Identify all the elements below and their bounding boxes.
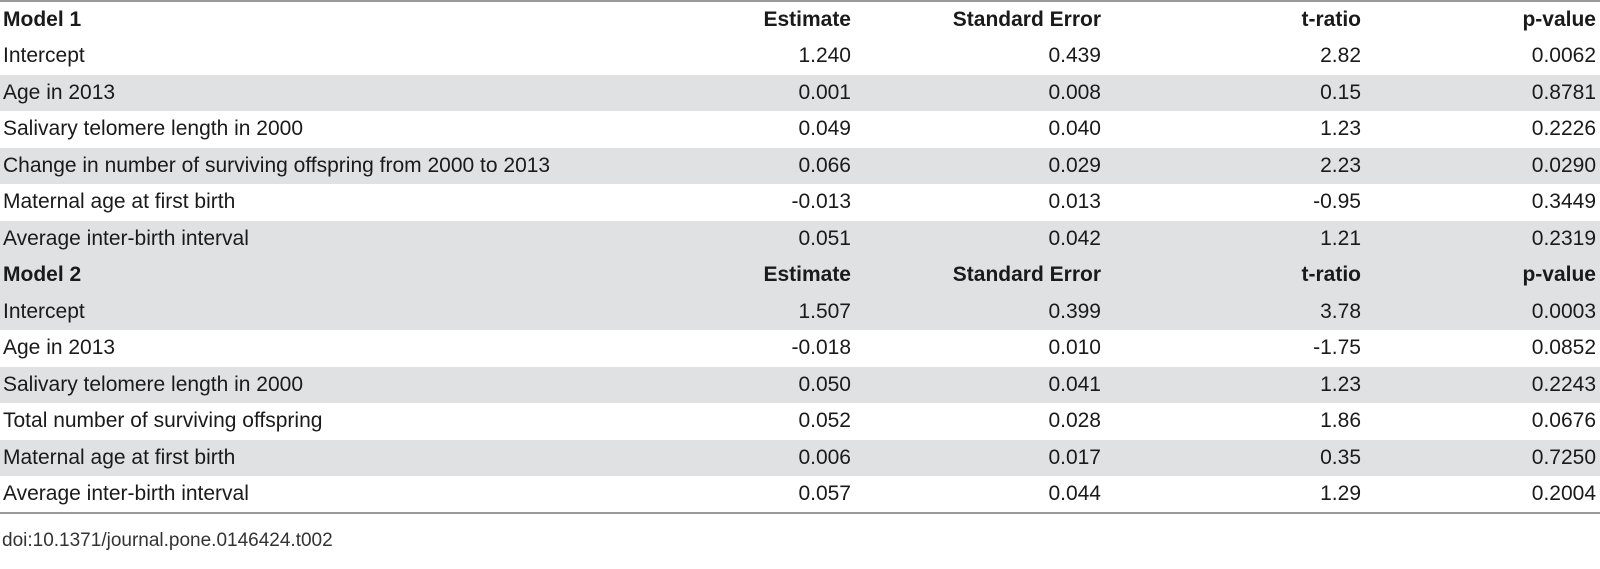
std-error-cell: 0.399 — [1048, 299, 1101, 323]
std-error-cell: 0.029 — [1048, 153, 1101, 177]
p-value-cell: 0.8781 — [1531, 80, 1596, 104]
estimate-cell: 0.050 — [798, 372, 851, 396]
std-error-cell: 0.439 — [1048, 44, 1101, 68]
table-row: Maternal age at first birth -0.013 0.013 -0… — [0, 184, 1600, 221]
regression-table-container: Model 1 Estimate Standard Error t-ratio p-va… — [0, 0, 1600, 514]
row-label: Age in 2013 — [3, 80, 116, 104]
t-ratio-cell: 1.21 — [1320, 226, 1361, 250]
row-label: Intercept — [3, 299, 85, 323]
header-p-value-cell: p-value — [1522, 8, 1596, 31]
t-ratio-cell: 1.23 — [1320, 117, 1361, 141]
header-estimate-cell: Estimate — [763, 263, 851, 287]
table-row: Age in 2013 -0.018 0.010 -1.75 0.0852 — [0, 330, 1600, 367]
estimate-cell: 0.051 — [798, 226, 851, 250]
p-value-cell: 0.2004 — [1531, 482, 1596, 505]
std-error-cell: 0.013 — [1048, 190, 1101, 214]
table-row: Salivary telomere length in 2000 0.049 0.0… — [0, 111, 1600, 148]
header-std-error-cell: Standard Error — [952, 263, 1101, 287]
p-value-cell: 0.0852 — [1531, 336, 1596, 360]
header-row-label: Model 1 — [3, 8, 82, 31]
t-ratio-cell: 1.86 — [1320, 409, 1361, 433]
table-row: Salivary telomere length in 2000 0.050 0.0… — [0, 366, 1600, 403]
row-label: Change in number of surviving offspring … — [3, 153, 551, 177]
t-ratio-cell: -1.75 — [1313, 336, 1361, 360]
table-row: Maternal age at first birth 0.006 0.017 0.3… — [0, 439, 1600, 476]
std-error-cell: 0.010 — [1048, 336, 1101, 360]
p-value-cell: 0.2226 — [1531, 117, 1596, 141]
t-ratio-cell: 1.29 — [1320, 482, 1361, 505]
std-error-cell: 0.041 — [1048, 372, 1101, 396]
t-ratio-cell: 0.15 — [1320, 80, 1361, 104]
t-ratio-cell: 2.82 — [1320, 44, 1361, 68]
std-error-cell: 0.028 — [1048, 409, 1101, 433]
row-label: Salivary telomere length in 2000 — [3, 372, 304, 396]
estimate-cell: 0.049 — [798, 117, 851, 141]
std-error-cell: 0.040 — [1048, 117, 1101, 141]
row-label: Average inter-birth interval — [3, 226, 249, 250]
p-value-cell: 0.0003 — [1531, 299, 1596, 323]
model-1-header-row: Model 1 Estimate Standard Error t-ratio p-va… — [0, 1, 1600, 38]
estimate-cell: 0.001 — [798, 80, 851, 104]
header-t-ratio-cell: t-ratio — [1301, 263, 1362, 287]
estimate-cell: 1.240 — [798, 44, 851, 68]
model-2-header-row: Model 2 Estimate Standard Error t-ratio p-va… — [0, 257, 1600, 294]
std-error-cell: 0.042 — [1048, 226, 1101, 250]
row-label: Intercept — [3, 44, 85, 68]
p-value-cell: 0.0676 — [1531, 409, 1596, 433]
t-ratio-cell: 3.78 — [1320, 299, 1361, 323]
regression-table: Model 1 Estimate Standard Error t-ratio p-va… — [0, 0, 1600, 514]
table-row: Total number of surviving offspring 0.052… — [0, 403, 1600, 440]
regression-table-body: Model 1 Estimate Standard Error t-ratio p-va… — [0, 1, 1600, 513]
header-estimate-cell: Estimate — [763, 8, 851, 31]
estimate-cell: -0.013 — [791, 190, 851, 214]
estimate-cell: 0.057 — [798, 482, 851, 505]
table-row: Change in number of surviving offspring … — [0, 147, 1600, 184]
doi-caption: doi:10.1371/journal.pone.0146424.t002 — [2, 530, 333, 551]
p-value-cell: 0.2243 — [1531, 372, 1596, 396]
estimate-cell: 1.507 — [798, 299, 851, 323]
table-row: Intercept 1.240 0.439 2.82 0.0062 — [0, 38, 1600, 75]
estimate-cell: 0.066 — [798, 153, 851, 177]
p-value-cell: 0.0290 — [1531, 153, 1596, 177]
estimate-cell: 0.052 — [798, 409, 851, 433]
p-value-cell: 0.2319 — [1531, 226, 1596, 250]
t-ratio-cell: 1.23 — [1320, 372, 1361, 396]
header-p-value-cell: p-value — [1522, 263, 1596, 287]
estimate-cell: -0.018 — [791, 336, 851, 360]
p-value-cell: 0.0062 — [1531, 44, 1596, 68]
row-label: Salivary telomere length in 2000 — [3, 117, 304, 141]
estimate-cell: 0.006 — [798, 445, 851, 469]
p-value-cell: 0.7250 — [1531, 445, 1596, 469]
table-row: Intercept 1.507 0.399 3.78 0.0003 — [0, 293, 1600, 330]
t-ratio-cell: 0.35 — [1320, 445, 1361, 469]
row-label: Maternal age at first birth — [3, 190, 236, 214]
row-label: Average inter-birth interval — [3, 482, 249, 505]
row-label: Maternal age at first birth — [3, 445, 236, 469]
std-error-cell: 0.017 — [1048, 445, 1101, 469]
t-ratio-cell: -0.95 — [1313, 190, 1361, 214]
table-row: Average inter-birth interval 0.051 0.042 1.… — [0, 220, 1600, 257]
row-label: Total number of surviving offspring — [3, 409, 323, 433]
p-value-cell: 0.3449 — [1531, 190, 1596, 214]
row-label: Age in 2013 — [3, 336, 116, 360]
t-ratio-cell: 2.23 — [1320, 153, 1361, 177]
std-error-cell: 0.008 — [1048, 80, 1101, 104]
header-std-error-cell: Standard Error — [952, 8, 1101, 31]
std-error-cell: 0.044 — [1048, 482, 1101, 505]
header-row-label: Model 2 — [3, 263, 82, 287]
table-row: Age in 2013 0.001 0.008 0.15 0.8781 — [0, 74, 1600, 111]
header-t-ratio-cell: t-ratio — [1301, 8, 1362, 31]
table-row: Average inter-birth interval 0.057 0.044 1.… — [0, 476, 1600, 513]
